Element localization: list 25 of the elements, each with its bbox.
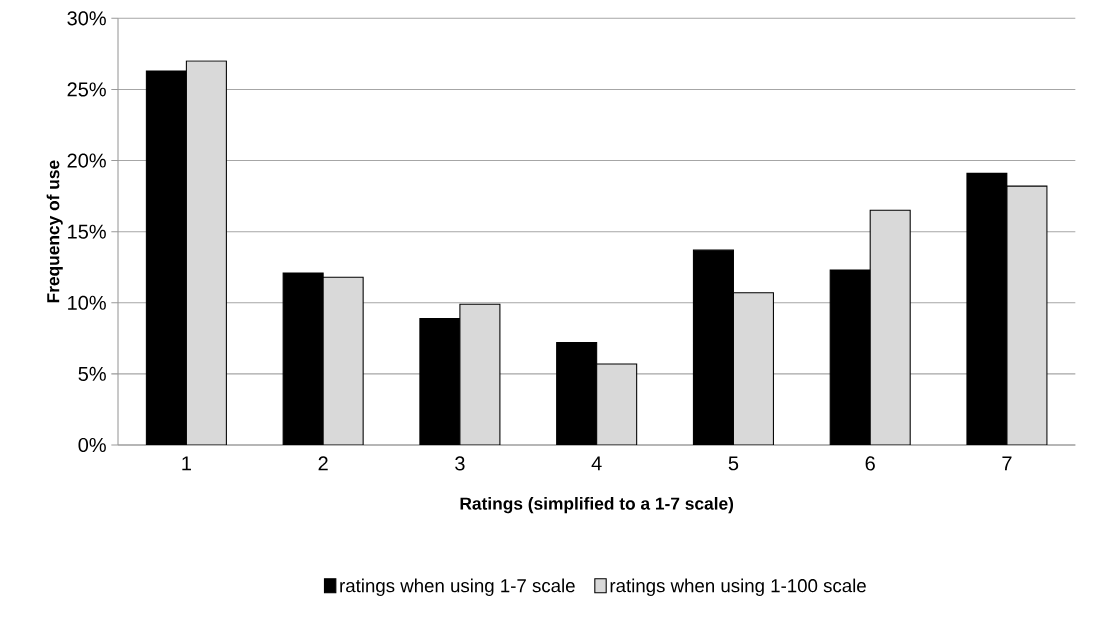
legend-label: ratings when using 1-100 scale [610,578,866,596]
x-tick-label: 3 [455,456,465,471]
bar [1006,185,1048,445]
y-tick-label: 25% [67,82,106,97]
x-axis-title: Ratings (simplified to a 1-7 scale) [460,497,734,514]
bar [322,276,364,445]
x-tick-label: 2 [318,456,328,471]
x-tick-label: 5 [728,456,739,471]
y-tick-label: 15% [68,224,106,239]
bar [185,60,227,445]
y-tick-label: 10% [68,295,106,310]
x-tick-label: 6 [865,456,875,471]
bar [459,303,501,445]
x-tick-label: 1 [182,456,191,471]
y-tick-label: 30% [67,11,106,26]
y-axis-title: Frequency of use [46,160,63,303]
x-tick-label: 7 [1002,456,1012,471]
bar [732,292,774,445]
x-tick-label: 4 [591,456,602,471]
y-tick-label: 5% [78,366,106,381]
y-tick-label: 0% [78,437,106,453]
bar [869,209,911,445]
bar [596,363,638,445]
y-tick-label: 20% [67,153,106,168]
legend-label: ratings when using 1-7 scale [340,578,575,596]
